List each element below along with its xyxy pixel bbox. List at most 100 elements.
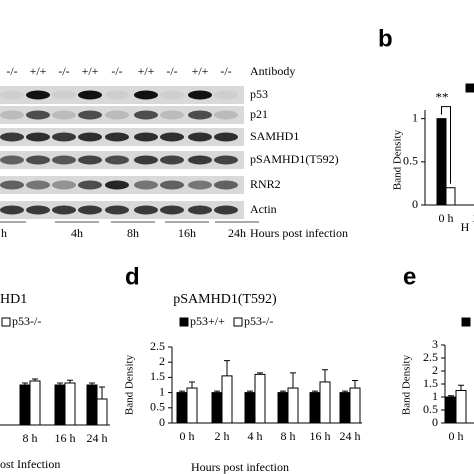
bar <box>221 375 233 424</box>
blot-band <box>52 155 76 165</box>
blot-band <box>214 132 238 142</box>
y-tick-label: 0 <box>159 415 165 429</box>
blot-row-label: Actin <box>250 202 277 216</box>
blot-band <box>0 110 24 120</box>
error-bar <box>32 378 38 381</box>
panel-letter: b <box>378 25 393 52</box>
x-tick-label: 0 h <box>449 429 464 443</box>
blot-row-label: p53 <box>250 87 268 101</box>
bar <box>455 390 467 424</box>
error-bar <box>189 381 195 389</box>
chart-title: pSAMHD1(T592) <box>173 292 277 307</box>
bar <box>186 387 198 424</box>
blot-band <box>160 132 184 142</box>
blot-band <box>160 155 184 165</box>
legend-swatch <box>233 317 243 327</box>
error-bar <box>89 382 95 385</box>
error-bar <box>247 390 253 393</box>
blot-band <box>78 155 102 165</box>
blot-band <box>214 180 238 190</box>
y-tick-label: 2.5 <box>423 350 438 364</box>
time-label: 16h <box>178 226 196 240</box>
blot-band <box>214 155 238 165</box>
blot-band <box>214 205 238 215</box>
error-bar <box>458 384 464 391</box>
legend-label: p53-/- <box>12 314 41 328</box>
blot-band <box>105 205 129 215</box>
blot-band <box>134 110 158 120</box>
y-tick-label: 2 <box>159 354 165 368</box>
x-axis-label: ost Infection <box>0 457 60 471</box>
bar <box>86 384 98 426</box>
error-bar <box>352 379 358 389</box>
x-tick-label: 0 h <box>180 429 195 443</box>
time-label: 8h <box>127 226 139 240</box>
blot-band <box>105 180 129 190</box>
blot-band <box>134 180 158 190</box>
y-tick-label: 1 <box>159 384 165 398</box>
blot-band <box>160 205 184 215</box>
significance-label: ** <box>436 90 449 105</box>
legend-label: p53-/- <box>244 314 273 328</box>
bar <box>244 392 256 424</box>
y-tick-label: 1.5 <box>150 369 165 383</box>
blot-band <box>26 132 50 142</box>
blot-band <box>160 110 184 120</box>
genotype-label: -/- <box>6 64 17 78</box>
bar <box>445 396 457 424</box>
bar <box>339 392 351 424</box>
y-axis-label: Band Density <box>124 354 136 415</box>
blot-band <box>0 155 24 165</box>
blot-band <box>52 205 76 215</box>
blot-band <box>188 155 212 165</box>
error-bar <box>448 395 454 397</box>
blot-band <box>0 132 24 142</box>
bar <box>277 392 289 424</box>
error-bar <box>312 390 318 393</box>
bar <box>211 392 223 424</box>
error-bar <box>214 390 220 393</box>
y-tick-label: 0.5 <box>150 400 165 414</box>
genotype-label: +/+ <box>82 64 99 78</box>
panel-letter: d <box>125 263 140 290</box>
blot-row-label: pSAMHD1(T592) <box>250 152 339 166</box>
bar <box>54 384 66 426</box>
x-tick-label: 2 h <box>215 429 230 443</box>
bar <box>445 187 456 206</box>
y-tick-label: 1 <box>432 389 438 403</box>
time-label: 24h <box>228 226 246 240</box>
blot-band <box>105 110 129 120</box>
error-bar <box>257 372 263 375</box>
blot-band <box>26 110 50 120</box>
y-axis-label: Band Density <box>392 129 404 190</box>
bar <box>64 382 76 426</box>
blot-band <box>52 132 76 142</box>
y-tick-label: 1 <box>412 110 418 124</box>
bar <box>19 384 31 426</box>
blot-strip <box>0 86 244 104</box>
x-tick-label: 24 h <box>87 431 108 445</box>
blot-band <box>78 110 102 120</box>
blot-band <box>188 205 212 215</box>
blot-band <box>105 155 129 165</box>
blot-band <box>105 90 129 100</box>
blot-band <box>78 180 102 190</box>
x-tick-label: 8 h <box>23 431 38 445</box>
chart-title: HD1 <box>0 292 27 307</box>
bar <box>287 387 299 424</box>
blot-band <box>52 180 76 190</box>
y-tick-label: 2 <box>432 363 438 377</box>
bar <box>254 373 266 424</box>
time-header: Hours post infection <box>250 226 348 240</box>
x-tick-label: 16 h <box>55 431 76 445</box>
blot-band <box>188 180 212 190</box>
x-tick-label: 16 h <box>310 429 331 443</box>
error-bar <box>280 390 286 393</box>
genotype-label: +/+ <box>138 64 155 78</box>
error-bar <box>22 382 28 385</box>
blot-band <box>78 90 102 100</box>
y-tick-label: 0 <box>412 197 418 211</box>
error-bar <box>224 360 230 376</box>
blot-band <box>214 110 238 120</box>
